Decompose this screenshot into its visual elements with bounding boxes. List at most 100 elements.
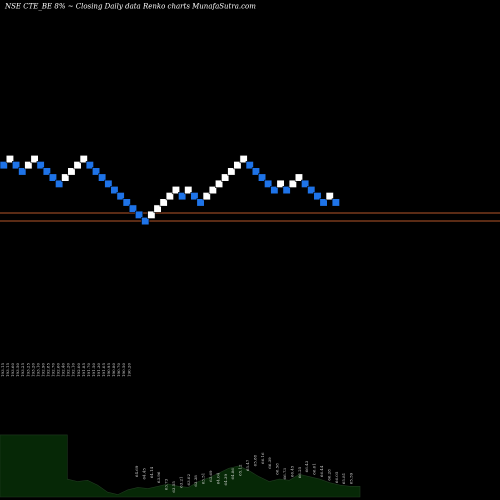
column-label: 191.85 bbox=[81, 363, 86, 377]
column-label: 193.15 bbox=[0, 363, 5, 377]
volume-area-shape bbox=[0, 434, 361, 498]
renko-brick-up bbox=[294, 173, 304, 182]
column-label: 190.70 bbox=[116, 363, 121, 377]
column-label: 190.50 bbox=[121, 363, 126, 377]
renko-brick-down bbox=[135, 210, 144, 219]
renko-brick-down bbox=[313, 192, 322, 201]
column-label: 66.58 bbox=[275, 463, 280, 475]
renko-brick-down bbox=[0, 161, 8, 170]
column-label: 63.96 bbox=[156, 471, 161, 483]
renko-brick-down bbox=[264, 179, 273, 188]
renko-brick-up bbox=[30, 155, 39, 164]
renko-brick-down bbox=[190, 192, 199, 201]
renko-brick-up bbox=[67, 167, 76, 176]
renko-brick-down bbox=[319, 198, 328, 207]
renko-brick-up bbox=[147, 210, 156, 219]
renko-brick-up bbox=[171, 186, 180, 195]
column-label: 65.59 bbox=[349, 472, 354, 484]
renko-brick-down bbox=[12, 161, 21, 170]
column-label: 64.45 bbox=[141, 468, 146, 480]
column-label: 192.90 bbox=[40, 363, 45, 377]
renko-brick-down bbox=[178, 192, 187, 201]
column-label: 66.44 bbox=[319, 465, 324, 477]
renko-brick-down bbox=[122, 198, 131, 207]
column-label: 64.14 bbox=[149, 466, 154, 478]
column-label: 66.43 bbox=[304, 460, 309, 472]
renko-brick-up bbox=[221, 173, 230, 182]
renko-brick-down bbox=[18, 167, 27, 176]
volume-area bbox=[0, 434, 361, 498]
reference-lines bbox=[0, 212, 500, 222]
renko-brick-up bbox=[208, 186, 217, 195]
column-label: 193.10 bbox=[35, 363, 40, 377]
column-label: 66.05 bbox=[334, 471, 339, 483]
renko-brick-down bbox=[42, 167, 51, 176]
column-label: 63.02 bbox=[186, 474, 191, 486]
renko-brick-up bbox=[288, 179, 297, 188]
column-label: 193.20 bbox=[30, 363, 35, 377]
renko-brick-down bbox=[48, 173, 58, 182]
renko-brick-down bbox=[128, 204, 137, 213]
renko-brick-up bbox=[5, 155, 14, 164]
column-label: 193.25 bbox=[25, 363, 30, 377]
renko-brick-up bbox=[24, 161, 33, 170]
column-label: 191.50 bbox=[91, 363, 96, 377]
column-label: 66.28 bbox=[326, 469, 331, 481]
column-label: 63.51 bbox=[201, 473, 206, 484]
column-label: 66.25 bbox=[297, 466, 302, 478]
column-labels: 193.15 193.15 193.60 193.50 193.25 193.25 193.… bbox=[0, 363, 354, 493]
column-label: 190.95 bbox=[106, 363, 111, 377]
column-label: 63.21 bbox=[178, 476, 183, 487]
column-label: 193.15 bbox=[5, 363, 10, 377]
renko-brick-down bbox=[331, 198, 340, 207]
column-label: 66.16 bbox=[260, 452, 265, 464]
column-label: 66.39 bbox=[267, 457, 272, 469]
renko-brick-down bbox=[92, 167, 101, 176]
renko-brick-down bbox=[104, 179, 113, 188]
column-label: 63.73 bbox=[164, 478, 169, 490]
column-label: 65.47 bbox=[245, 459, 250, 471]
column-label: 192.40 bbox=[61, 363, 66, 377]
column-label: 64.86 bbox=[230, 468, 235, 480]
column-label: 192.70 bbox=[51, 363, 56, 377]
column-label: 192.00 bbox=[76, 363, 81, 377]
renko-brick-down bbox=[98, 173, 107, 182]
renko-brick-down bbox=[55, 179, 64, 188]
column-label: 63.55 bbox=[171, 481, 176, 493]
renko-brick-up bbox=[233, 161, 242, 170]
renko-brick-down bbox=[85, 161, 94, 170]
column-label: 66.61 bbox=[312, 463, 317, 474]
chart-title: NSE CTE_BE 8% ~ Closing Daily data Renko… bbox=[4, 3, 256, 11]
column-label: 190.80 bbox=[111, 363, 116, 377]
column-label: 64.69 bbox=[134, 465, 139, 477]
column-label: 193.25 bbox=[20, 363, 25, 377]
renko-brick-down bbox=[282, 186, 291, 195]
column-label: 65.81 bbox=[341, 473, 346, 484]
column-label: 66.73 bbox=[282, 468, 287, 480]
column-label: 192.85 bbox=[45, 363, 50, 377]
column-label: 65.88 bbox=[252, 454, 257, 466]
renko-brick-down bbox=[141, 217, 150, 226]
renko-brick-up bbox=[184, 186, 193, 195]
renko-brick-up bbox=[159, 198, 168, 207]
renko-brick-down bbox=[110, 186, 119, 195]
column-label: 64.04 bbox=[215, 472, 220, 484]
renko-brick-down bbox=[251, 167, 260, 176]
renko-brick-down bbox=[116, 192, 125, 201]
renko-brick-up bbox=[276, 179, 285, 188]
column-label: 64.39 bbox=[223, 474, 228, 486]
column-label: 66.45 bbox=[289, 465, 294, 477]
column-label: 191.70 bbox=[86, 363, 91, 377]
renko-brick-up bbox=[79, 155, 88, 164]
renko-brick-up bbox=[239, 155, 248, 164]
renko-brick-up bbox=[325, 192, 334, 201]
renko-brick-up bbox=[202, 192, 211, 201]
renko-brick-up bbox=[165, 192, 174, 201]
renko-brick-down bbox=[270, 186, 279, 195]
renko-brick-down bbox=[36, 161, 45, 170]
column-label: 193.60 bbox=[10, 363, 15, 377]
column-label: 192.20 bbox=[66, 363, 71, 377]
renko-brick-down bbox=[196, 198, 205, 207]
